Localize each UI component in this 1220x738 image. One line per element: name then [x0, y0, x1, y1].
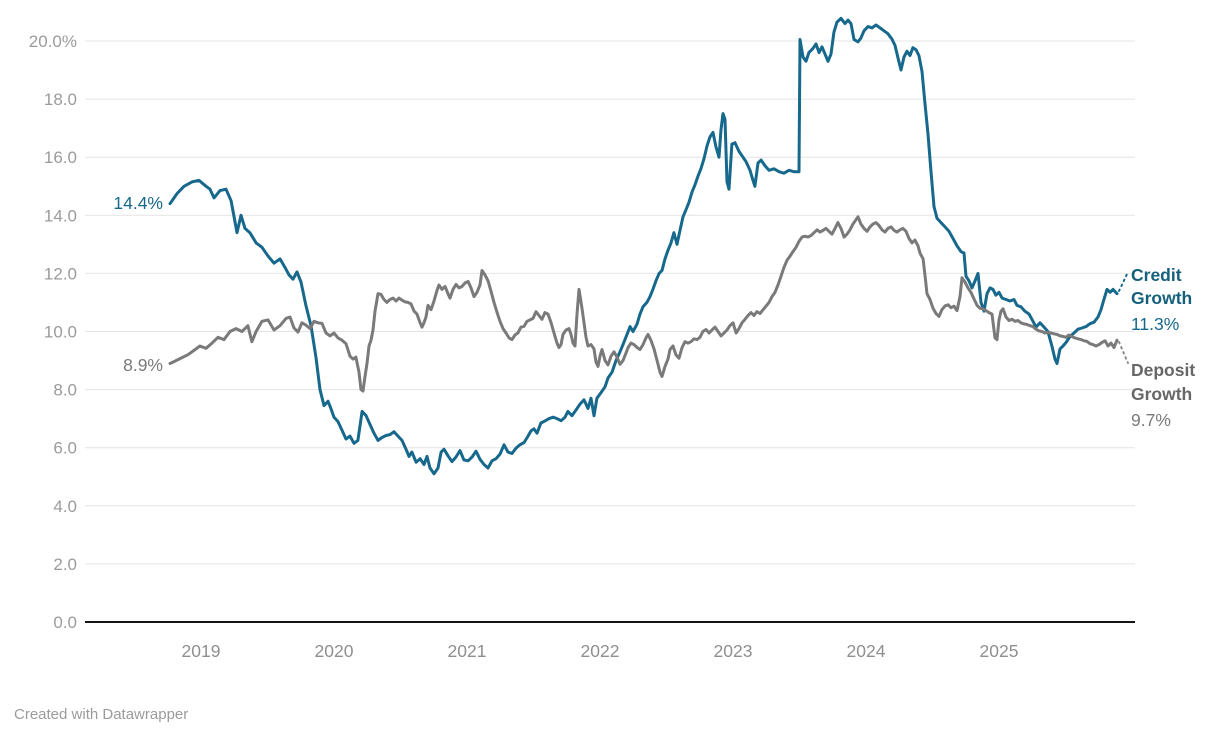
x-axis-tick-label: 2025	[980, 641, 1019, 661]
deposit-end-value-label: 9.7%	[1131, 410, 1171, 430]
deposit-growth-line	[168, 215, 1119, 393]
y-axis-tick-label: 4.0	[53, 497, 77, 516]
credit-growth-line	[168, 16, 1119, 476]
x-axis-tick-label: 2019	[182, 641, 221, 661]
series-lines	[168, 16, 1119, 476]
deposit-end-label-line2: Growth	[1131, 384, 1192, 404]
y-axis-tick-label: 20.0%	[29, 32, 77, 51]
credit-label-leader-line	[1118, 271, 1129, 292]
gridlines	[85, 40, 1135, 623]
credit-end-label-line1: Credit	[1131, 265, 1182, 285]
x-axis-tick-label: 2020	[315, 641, 354, 661]
credit-end-label-line2: Growth	[1131, 288, 1192, 308]
y-axis-tick-label: 10.0	[44, 323, 77, 342]
x-axis-tick-label: 2021	[448, 641, 487, 661]
deposit-end-label-line1: Deposit	[1131, 360, 1195, 380]
y-axis-tick-label: 8.0	[53, 381, 77, 400]
y-axis-tick-label: 6.0	[53, 439, 77, 458]
y-axis-tick-labels: 20.0% 18.0 16.0 14.0 12.0 10.0 8.0 6.0 4.0 2.0 0.0	[29, 32, 77, 632]
deposit-label-leader-line	[1118, 341, 1129, 364]
x-axis-tick-label: 2023	[714, 641, 753, 661]
x-axis-tick-label: 2022	[581, 641, 620, 661]
y-axis-tick-label: 0.0	[53, 613, 77, 632]
y-axis-tick-label: 18.0	[44, 90, 77, 109]
deposit-start-value-label: 8.9%	[123, 355, 163, 375]
credit-start-value-label: 14.4%	[113, 193, 163, 213]
y-axis-tick-label: 16.0	[44, 148, 77, 167]
y-axis-tick-label: 12.0	[44, 264, 77, 283]
datawrapper-credit-link[interactable]: Created with Datawrapper	[14, 706, 189, 723]
credit-end-value-label: 11.3%	[1131, 314, 1179, 334]
y-axis-tick-label: 2.0	[53, 555, 77, 574]
y-axis-tick-label: 14.0	[44, 206, 77, 225]
x-axis-tick-label: 2024	[847, 641, 886, 661]
x-axis-tick-labels: 2019 2020 2021 2022 2023 2024 2025	[182, 641, 1019, 661]
